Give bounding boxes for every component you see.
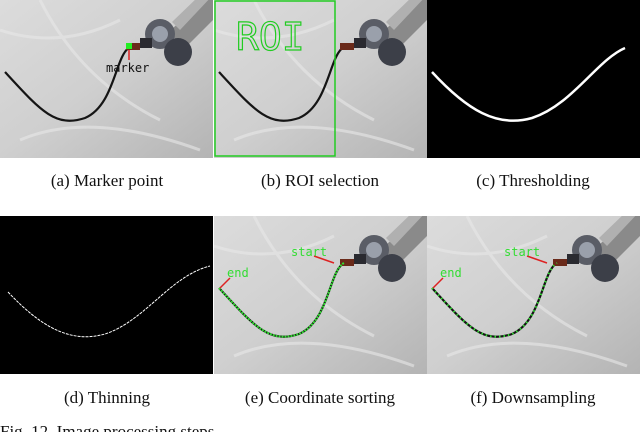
panel-d <box>0 216 213 374</box>
figure-caption: Fig. 12. Image processing steps. <box>0 422 219 432</box>
caption: (a) Marker point <box>51 171 164 190</box>
caption: (f) Downsampling <box>470 388 596 407</box>
panel-e: start end <box>214 216 427 374</box>
end-label: end <box>440 266 462 280</box>
end-label: end <box>227 266 249 280</box>
roi-label: ROI <box>236 15 305 59</box>
caption: (e) Coordinate sorting <box>245 388 396 407</box>
caption: (c) Thresholding <box>476 171 590 190</box>
start-label: start <box>504 245 540 259</box>
panel-c <box>427 0 640 158</box>
start-label: start <box>291 245 327 259</box>
panel-b: ROI <box>214 0 427 158</box>
caption: (b) ROI selection <box>261 171 380 190</box>
panel-a: marker <box>0 0 213 158</box>
marker-label: marker <box>106 61 149 75</box>
panel-f: start end <box>427 216 640 374</box>
caption: (d) Thinning <box>64 388 151 407</box>
